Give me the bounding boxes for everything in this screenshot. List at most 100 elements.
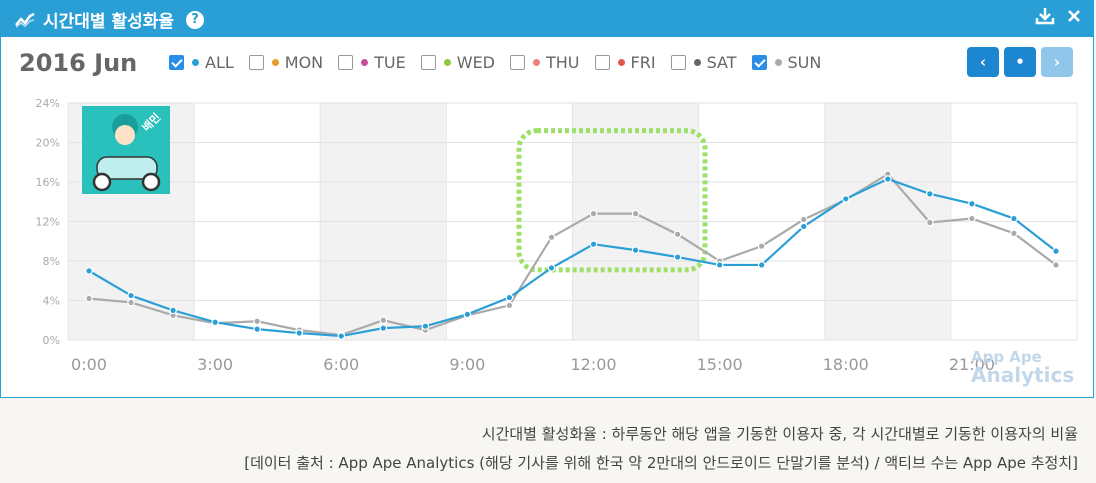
data-point	[1010, 214, 1018, 223]
filter-thu[interactable]: THU	[510, 53, 580, 72]
close-icon[interactable]	[1067, 9, 1081, 23]
app-icon-wheel	[141, 172, 161, 192]
filter-fri[interactable]: FRI	[594, 53, 656, 72]
data-point	[631, 209, 640, 218]
filter-checkbox[interactable]	[751, 55, 767, 70]
data-point	[757, 261, 766, 269]
x-tick-label: 21:00	[949, 355, 995, 374]
filter-checkbox[interactable]	[670, 55, 686, 70]
filter-label: FRI	[630, 53, 656, 72]
series-dot-icon	[617, 59, 625, 66]
data-point	[631, 246, 640, 254]
period-nav: ‹ • ›	[967, 47, 1073, 77]
toolbar: 2016 Jun ALL MON TUE WED THU FRI SAT SUN ‹ • ›	[1, 37, 1093, 87]
series-dot-icon	[774, 59, 782, 66]
data-point	[505, 301, 514, 310]
y-tick-label: 16%	[36, 176, 60, 189]
data-point	[589, 209, 598, 218]
data-point	[547, 264, 556, 272]
app-icon: 배민	[82, 106, 170, 194]
data-point	[968, 214, 976, 223]
x-tick-label: 6:00	[323, 355, 359, 374]
filter-wed[interactable]: WED	[420, 53, 495, 72]
series-dot-icon	[361, 59, 369, 66]
filter-checkbox[interactable]	[594, 55, 610, 70]
x-tick-label: 15:00	[697, 355, 743, 374]
panel-title: 시간대별 활성화율	[43, 12, 175, 32]
data-point	[589, 240, 598, 249]
title-bar: 시간대별 활성화율 ?	[1, 1, 1093, 37]
series-dot-icon	[443, 59, 451, 66]
line-chart: 0% 4% 8% 12% 16% 20% 24% 0:00 3:00 6:00 9:00 12:00 1…	[36, 97, 1078, 374]
app-icon-wheel	[92, 172, 112, 192]
filter-label: ALL	[205, 53, 234, 72]
filter-sat[interactable]: SAT	[670, 53, 737, 72]
data-point	[253, 325, 261, 333]
filter-label: WED	[456, 53, 495, 72]
x-tick-label: 3:00	[197, 355, 233, 374]
filter-checkbox[interactable]	[248, 55, 264, 70]
data-point	[1052, 247, 1060, 255]
filter-label: MON	[284, 53, 324, 72]
highlight-box	[516, 128, 708, 273]
caption-line1: 시간대별 활성화율 : 하루동안 해당 앱을 기동한 이용자 중, 각 시간대별…	[481, 425, 1078, 443]
data-point	[295, 329, 304, 337]
filter-checkbox[interactable]	[420, 55, 436, 70]
y-tick-label: 20%	[36, 137, 60, 150]
panel-title-group: 시간대별 활성화율 ?	[15, 7, 205, 32]
period-label: 2016 Jun	[19, 49, 138, 77]
filter-mon[interactable]: MON	[248, 53, 324, 72]
filter-checkbox[interactable]	[510, 55, 525, 70]
data-point	[85, 294, 93, 303]
prev-period-button[interactable]: ‹	[967, 47, 999, 77]
help-icon[interactable]: ?	[186, 10, 205, 29]
series-dot-icon	[192, 59, 199, 66]
chart-panel: 시간대별 활성화율 ? 2016 Jun ALL MON TUE WED THU FRI S…	[0, 0, 1094, 398]
data-point	[673, 230, 682, 239]
data-point	[85, 267, 93, 275]
watermark: App Ape Analytics	[941, 350, 1075, 387]
y-tick-label: 8%	[43, 255, 60, 268]
data-point	[715, 261, 724, 269]
series-line	[88, 177, 1057, 338]
watermark-line2: Analytics	[971, 363, 1075, 387]
data-point	[505, 293, 514, 302]
app-icon-scooter	[96, 156, 158, 180]
caption-line2: [데이터 출처 : App Ape Analytics (해당 기사를 위해 한…	[244, 454, 1078, 472]
filter-label: TUE	[374, 53, 406, 72]
x-tick-label: 12:00	[570, 355, 616, 374]
next-period-button[interactable]: ›	[1041, 47, 1073, 77]
data-point	[968, 199, 976, 208]
data-point	[253, 317, 261, 326]
data-point	[547, 233, 556, 242]
series-dot-icon	[693, 59, 701, 66]
filter-checkbox[interactable]	[338, 55, 354, 70]
filter-checkbox[interactable]	[169, 55, 184, 70]
x-tick-label: 0:00	[71, 355, 107, 374]
data-point	[211, 318, 219, 327]
data-point	[1010, 229, 1018, 238]
y-tick-label: 24%	[36, 97, 60, 110]
data-point	[421, 322, 430, 330]
trend-line-icon	[15, 12, 35, 28]
data-point	[799, 215, 808, 224]
filter-tue[interactable]: TUE	[338, 53, 406, 72]
data-point	[926, 190, 934, 198]
current-period-button[interactable]: •	[1004, 47, 1036, 77]
x-tick-label: 18:00	[823, 355, 869, 374]
data-point	[127, 298, 135, 307]
data-point	[379, 324, 388, 332]
data-point	[673, 253, 682, 261]
download-icon[interactable]	[1035, 7, 1055, 25]
data-point	[379, 316, 388, 325]
data-point	[463, 310, 472, 319]
app-icon-face	[115, 125, 135, 145]
day-filters: ALL MON TUE WED THU FRI SAT SUN	[169, 53, 836, 72]
data-point	[169, 306, 177, 315]
filter-label: THU	[546, 53, 580, 72]
filter-sun[interactable]: SUN	[751, 53, 821, 72]
data-point	[841, 194, 850, 203]
filter-all[interactable]: ALL	[169, 53, 234, 72]
data-point	[337, 332, 346, 340]
data-point	[1052, 261, 1060, 269]
